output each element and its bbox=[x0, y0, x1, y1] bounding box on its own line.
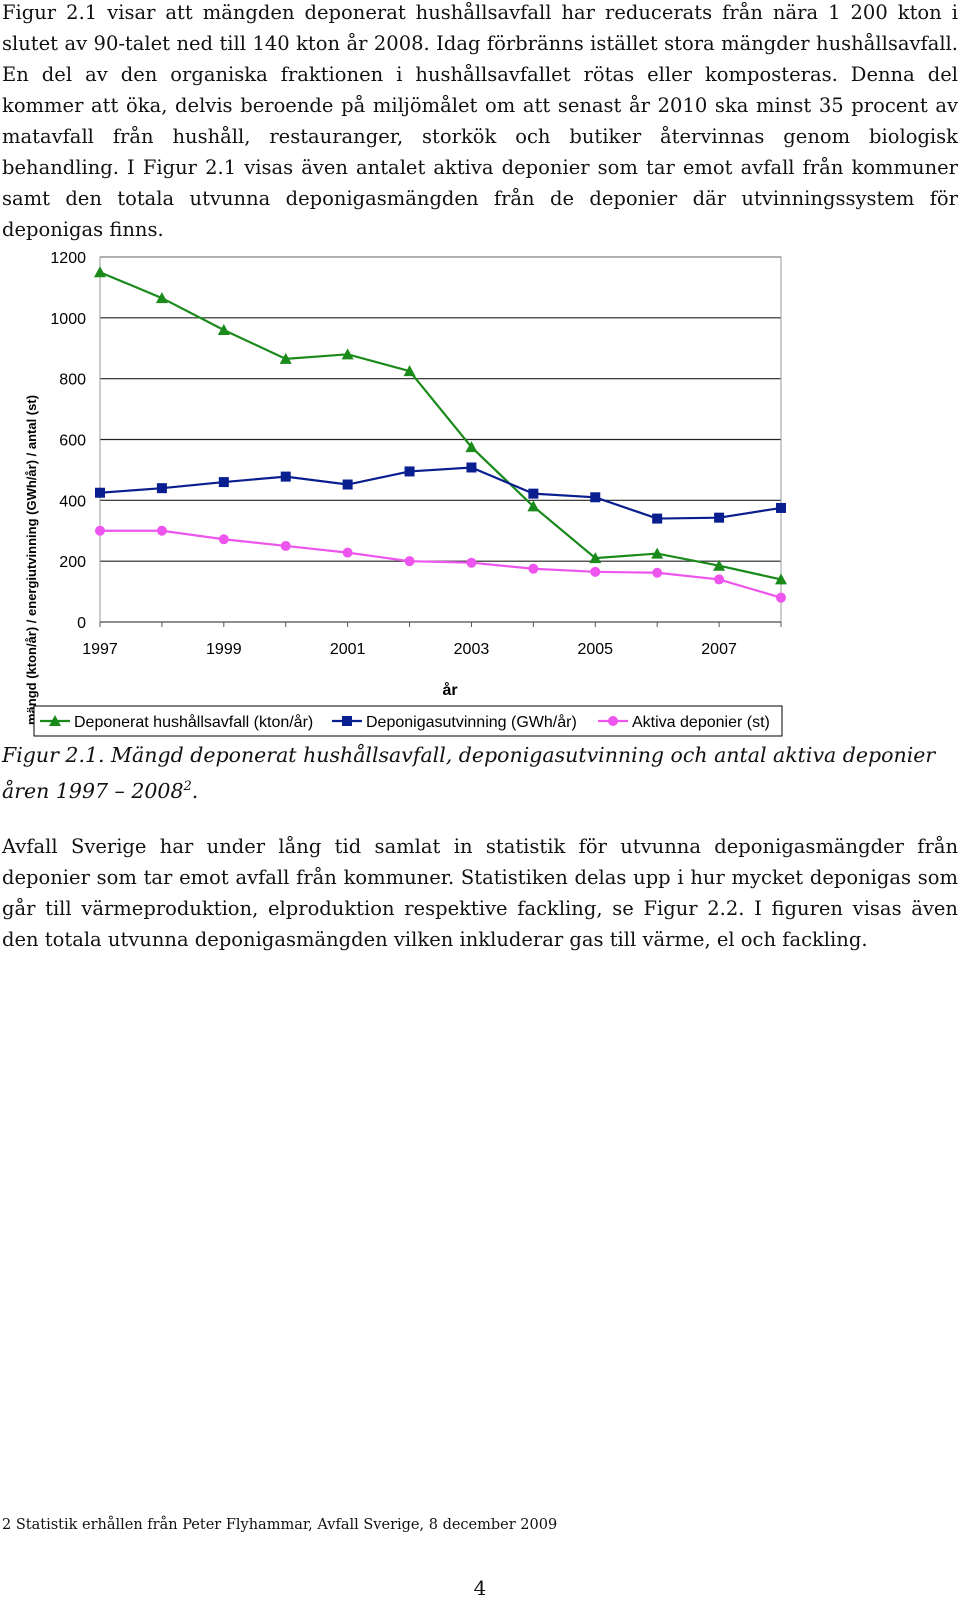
legend-frame bbox=[33, 705, 783, 737]
data-point bbox=[156, 525, 167, 536]
footnote: 2 Statistik erhållen från Peter Flyhamma… bbox=[2, 1517, 558, 1533]
legend-swatch-marker bbox=[342, 716, 352, 726]
data-point bbox=[156, 483, 167, 494]
x-tick-label: 2007 bbox=[701, 641, 737, 658]
data-point bbox=[155, 292, 168, 304]
data-point bbox=[403, 365, 416, 377]
y-axis-ticks: 0 200 400 600 800 1000 1200 bbox=[50, 250, 86, 632]
x-tick-label: 2005 bbox=[577, 641, 613, 658]
x-tick-label: 2001 bbox=[330, 641, 366, 658]
series-2 bbox=[95, 462, 786, 524]
series-1 bbox=[94, 266, 787, 585]
x-tick-label: 2003 bbox=[454, 641, 490, 658]
landfill-line-chart: 0 200 400 600 800 1000 1200 1997 1999 2001 2003 20… bbox=[24, 250, 787, 737]
x-tick-label: 1999 bbox=[206, 641, 242, 658]
y-tick-label: 0 bbox=[77, 615, 86, 632]
data-point bbox=[590, 492, 601, 503]
data-point bbox=[404, 466, 415, 477]
data-point bbox=[589, 552, 602, 564]
y-tick-label: 200 bbox=[59, 554, 86, 571]
intro-paragraph: Figur 2.1 visar att mängden deponerat hu… bbox=[2, 1, 958, 241]
data-point bbox=[465, 441, 478, 453]
data-point bbox=[466, 557, 477, 568]
series-line bbox=[100, 529, 782, 599]
legend-label: Deponerat hushållsavfall (kton/år) bbox=[74, 713, 313, 731]
legend-item: Aktiva deponier (st) bbox=[598, 714, 770, 731]
x-axis-ticks: 1997 1999 2001 2003 2005 2007 bbox=[82, 621, 782, 658]
x-axis-label: år bbox=[442, 681, 457, 699]
y-tick-label: 1200 bbox=[50, 250, 86, 267]
data-point bbox=[528, 563, 539, 574]
data-point bbox=[218, 534, 229, 545]
legend-label: Aktiva deponier (st) bbox=[632, 714, 770, 731]
series-3 bbox=[95, 525, 786, 603]
data-point bbox=[714, 512, 725, 523]
data-point bbox=[95, 525, 105, 536]
y-axis-label: mängd (kton/år) / energiutvinning (GWh/å… bbox=[24, 395, 39, 725]
data-point bbox=[280, 540, 291, 551]
data-point bbox=[776, 502, 786, 513]
data-point bbox=[280, 471, 291, 482]
caption-footnote-ref: 2 bbox=[183, 779, 192, 794]
data-point bbox=[95, 487, 105, 498]
data-point bbox=[775, 573, 787, 585]
data-point bbox=[776, 592, 786, 603]
data-point bbox=[342, 547, 353, 558]
y-tick-label: 800 bbox=[59, 372, 86, 389]
body-paragraph: Avfall Sverige har under lång tid samlat… bbox=[2, 835, 958, 951]
data-point bbox=[527, 500, 540, 512]
data-point bbox=[341, 348, 354, 360]
data-point bbox=[590, 566, 601, 577]
series-line bbox=[99, 466, 782, 520]
y-tick-label: 400 bbox=[59, 493, 86, 510]
y-tick-label: 1000 bbox=[50, 311, 86, 328]
legend-label: Deponigasutvinning (GWh/år) bbox=[366, 713, 577, 731]
chart-gridlines bbox=[100, 256, 781, 623]
caption-end: . bbox=[191, 778, 199, 803]
figure-caption: Figur 2.1. Mängd deponerat hushållsavfal… bbox=[2, 740, 958, 807]
data-point bbox=[714, 574, 725, 585]
data-point bbox=[652, 567, 663, 578]
data-point bbox=[404, 556, 415, 567]
page-number: 4 bbox=[473, 1576, 487, 1600]
legend-swatch-marker bbox=[49, 715, 61, 726]
series-line bbox=[99, 271, 782, 581]
caption-text: Figur 2.1. Mängd deponerat hushållsavfal… bbox=[2, 743, 936, 803]
data-point bbox=[94, 266, 106, 278]
data-point bbox=[279, 352, 292, 364]
legend-swatch-marker bbox=[608, 716, 618, 726]
legend-item: Deponigasutvinning (GWh/år) bbox=[332, 713, 577, 731]
data-point bbox=[217, 324, 230, 335]
legend-item: Deponerat hushållsavfall (kton/år) bbox=[40, 713, 313, 731]
chart-legend: Deponerat hushållsavfall (kton/år) Deponi… bbox=[33, 705, 783, 737]
data-point bbox=[713, 559, 726, 571]
data-point bbox=[466, 462, 477, 473]
data-point bbox=[218, 477, 229, 488]
chart-series bbox=[94, 266, 787, 603]
data-point bbox=[528, 488, 539, 499]
data-point bbox=[342, 479, 353, 490]
data-point bbox=[651, 547, 664, 559]
x-tick-label: 1997 bbox=[82, 641, 118, 658]
data-point bbox=[652, 513, 663, 524]
y-tick-label: 600 bbox=[59, 433, 86, 450]
